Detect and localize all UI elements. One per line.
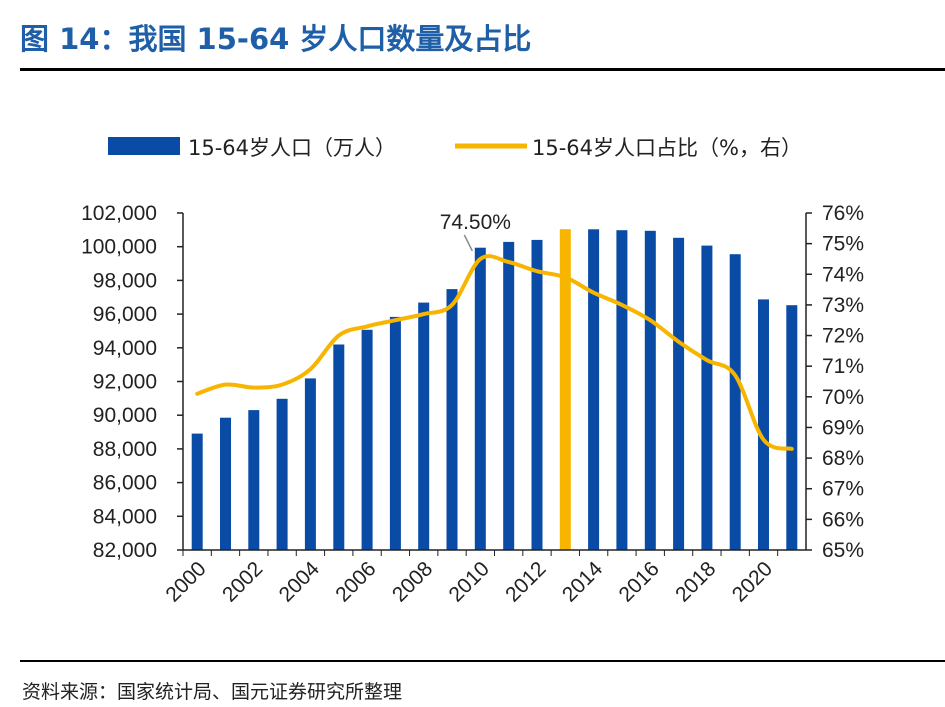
right-tick-label: 71% (822, 355, 864, 378)
bar-2016 (644, 230, 656, 551)
bar-2005 (333, 344, 345, 550)
page-title: 图 14：我国 15-64 岁人口数量及占比 (20, 22, 532, 56)
x-tick-label: 2010 (445, 557, 494, 606)
right-tick-label: 65% (822, 539, 864, 562)
ratio-line (195, 254, 794, 451)
right-tick-label: 74% (822, 263, 864, 286)
bar-2003 (276, 398, 288, 550)
x-tick-label: 2000 (161, 557, 210, 606)
x-tick-label: 2008 (388, 557, 437, 606)
bar-2008 (418, 302, 430, 550)
left-tick-label: 102,000 (81, 202, 157, 225)
right-tick-label: 70% (822, 386, 864, 409)
bar-2007 (389, 316, 401, 550)
bar-2014 (588, 229, 600, 551)
left-tick-label: 100,000 (81, 236, 157, 259)
title-divider (20, 68, 945, 71)
bar-2018 (701, 245, 713, 550)
bar-2017 (673, 237, 685, 551)
bar-2020 (758, 299, 769, 550)
bar-2021 (786, 305, 798, 550)
bar-2004 (304, 378, 316, 550)
legend-bar-label: 15-64岁人口（万人） (188, 136, 396, 160)
left-tick-label: 98,000 (93, 269, 157, 292)
x-tick-label: 2012 (501, 557, 550, 606)
legend-bar-swatch (108, 137, 180, 155)
bar-2012 (531, 239, 543, 550)
x-axis-ticks: 2000 2002 2004 2006 2008 2010 2012 2014 2016 2018… (161, 550, 779, 607)
legend-line-label: 15-64岁人口占比（%，右） (532, 136, 802, 160)
annotation-leader (463, 234, 474, 252)
bar-2013 (559, 229, 571, 550)
x-tick-label: 2006 (331, 557, 380, 606)
right-tick-label: 67% (822, 478, 864, 501)
peak-annotation: 74.50% (440, 211, 511, 252)
bar-2011 (503, 241, 515, 550)
right-tick-label: 76% (822, 202, 864, 225)
left-tick-label: 82,000 (93, 539, 157, 562)
right-tick-label: 69% (822, 416, 864, 439)
left-axis-ticks: 102,000 100,000 98,000 96,000 94,000 92,000 90… (81, 202, 183, 562)
x-tick-label: 2018 (671, 557, 720, 606)
right-axis-ticks: 76% 75% 74% 73% 72% 71% 70% 69% 68% 67% 66% 65% (806, 202, 864, 562)
bar-2019 (729, 254, 741, 550)
left-tick-label: 86,000 (93, 472, 157, 495)
bar-2009 (446, 289, 458, 550)
legend: 15-64岁人口（万人） 15-64岁人口占比（%，右） (108, 136, 802, 160)
left-tick-label: 90,000 (93, 404, 157, 427)
left-tick-label: 92,000 (93, 371, 157, 394)
right-tick-label: 73% (822, 294, 864, 317)
bar-2015 (616, 230, 628, 550)
x-tick-label: 2016 (614, 557, 663, 606)
source-note: 资料来源：国家统计局、国元证券研究所整理 (22, 681, 403, 703)
x-tick-label: 2002 (218, 557, 267, 606)
bar-2006 (361, 329, 373, 550)
left-tick-label: 94,000 (93, 337, 157, 360)
left-tick-label: 88,000 (93, 438, 157, 461)
left-tick-label: 96,000 (93, 303, 157, 326)
axes (182, 213, 807, 551)
bar-2002 (248, 410, 260, 550)
bar-2010 (474, 247, 486, 550)
x-tick-label: 2014 (558, 557, 608, 607)
footer-divider (20, 660, 945, 662)
right-tick-label: 75% (822, 233, 864, 256)
x-tick-label: 2004 (275, 557, 325, 607)
annotation-label: 74.50% (440, 211, 511, 234)
bar-2000 (191, 433, 203, 550)
right-tick-label: 66% (822, 508, 864, 531)
x-tick-label: 2020 (728, 557, 777, 606)
right-tick-label: 68% (822, 447, 864, 470)
bar-series (191, 229, 798, 551)
right-tick-label: 72% (822, 325, 864, 348)
left-tick-label: 84,000 (93, 505, 157, 528)
bar-2001 (220, 417, 231, 550)
